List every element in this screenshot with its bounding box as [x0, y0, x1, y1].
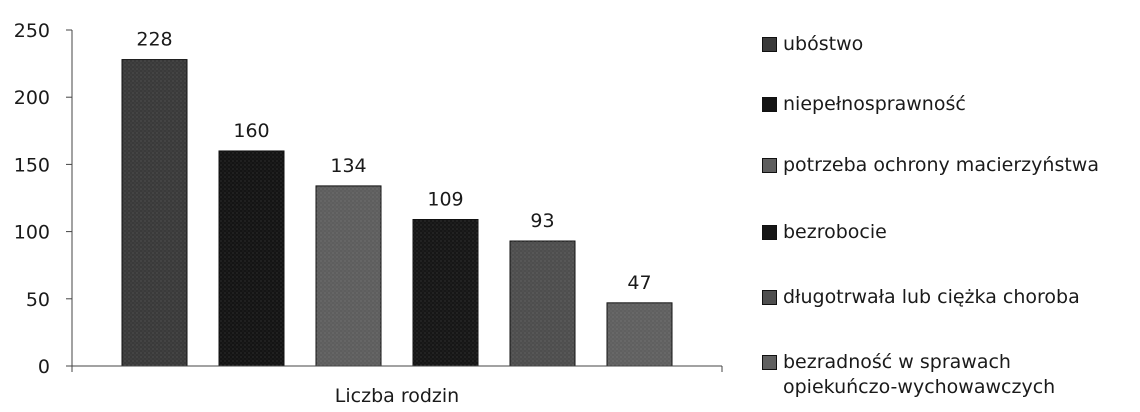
legend-swatch — [762, 225, 777, 240]
y-tick-label: 100 — [14, 222, 50, 244]
bar-texture — [510, 241, 575, 366]
legend-item: ubóstwo — [762, 32, 863, 57]
y-tick-label: 250 — [14, 20, 50, 42]
bar-texture — [413, 219, 478, 366]
legend-swatch — [762, 158, 777, 173]
legend-item: potrzeba ochrony macierzyństwa — [762, 153, 1099, 178]
legend-item: długotrwała lub ciężka choroba — [762, 285, 1080, 310]
legend-label: potrzeba ochrony macierzyństwa — [783, 154, 1099, 176]
legend-swatch — [762, 37, 777, 52]
bar-value-label: 93 — [530, 210, 554, 232]
bar-value-label: 228 — [136, 29, 172, 51]
bar-texture — [607, 302, 672, 366]
bar-texture — [219, 150, 284, 366]
y-tick-label: 0 — [38, 356, 50, 378]
bar-texture — [316, 185, 381, 366]
legend-label: bezrobocie — [783, 221, 887, 243]
bar-value-label: 134 — [330, 155, 366, 177]
bar-value-label: 47 — [627, 272, 651, 294]
legend-label: niepełnosprawność — [783, 93, 966, 115]
bar-chart: 0 50 100 150 200 250 228 160 134 109 93 47 Liczba … — [14, 20, 723, 407]
legend-swatch — [762, 290, 777, 305]
y-axis: 0 50 100 150 200 250 — [14, 20, 73, 378]
y-tick-label: 200 — [14, 87, 50, 109]
legend-label: ubóstwo — [783, 33, 864, 55]
bar-value-label: 109 — [427, 189, 463, 211]
legend-label: długotrwała lub ciężka choroba — [783, 286, 1080, 308]
legend-label: bezradność w sprawach opiekuńczo-wychowa… — [783, 351, 1056, 398]
legend-item: niepełnosprawność — [762, 92, 966, 117]
legend-item: bezrobocie — [762, 220, 887, 245]
bars: 228 160 134 109 93 47 — [121, 29, 673, 367]
legend-swatch — [762, 97, 777, 112]
bar-value-label: 160 — [233, 120, 269, 142]
y-tick-label: 50 — [26, 289, 50, 311]
y-tick-label: 150 — [14, 154, 50, 176]
x-axis — [71, 365, 723, 372]
legend-swatch — [762, 355, 777, 370]
x-axis-label: Liczba rodzin — [335, 385, 459, 407]
bar-texture — [122, 59, 187, 367]
legend-item: bezradność w sprawach opiekuńczo-wychowa… — [762, 350, 1055, 400]
